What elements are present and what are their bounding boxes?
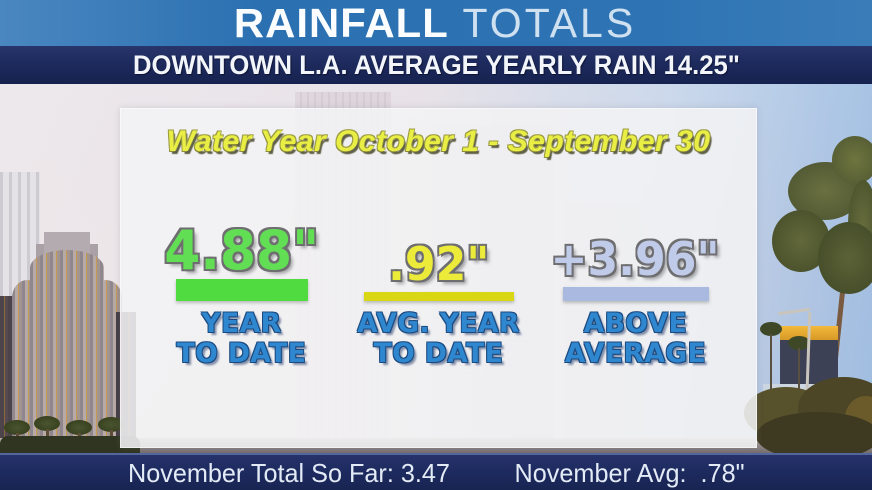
above-average-value: +3.96" — [551, 232, 720, 287]
stat-above-average: +3.96" ABOVE AVERAGE — [537, 225, 734, 369]
subheader-bar: DOWNTOWN L.A. AVERAGE YEARLY RAIN 14.25" — [0, 46, 872, 84]
palm-tree — [4, 420, 30, 449]
hedge — [0, 436, 140, 453]
november-total-text: November Total So Far: 3.47 — [128, 457, 451, 488]
november-avg-text: November Avg: .78" — [514, 457, 745, 488]
stat-avg-year-to-date: .92" AVG. YEAR TO DATE — [340, 225, 537, 369]
above-average-label: ABOVE AVERAGE — [564, 308, 707, 370]
foreground-bush — [756, 412, 872, 453]
info-panel: Water Year October 1 - September 30 4.88… — [120, 108, 757, 448]
tree-foliage — [832, 136, 872, 184]
palm-tree — [66, 420, 92, 449]
avg-year-to-date-label: AVG. YEAR TO DATE — [357, 308, 520, 370]
stat-year-to-date: 4.88" YEAR TO DATE — [143, 219, 340, 370]
page-title-primary: RAINFALL — [233, 0, 449, 46]
palm-tree — [760, 322, 782, 394]
header-bar: RAINFALL TOTALS — [0, 0, 872, 46]
water-year-label: Water Year October 1 - September 30 — [166, 125, 711, 158]
above-average-underline-bar — [562, 287, 709, 301]
year-to-date-underline-bar — [175, 279, 308, 301]
avg-year-to-date-value: .92" — [387, 237, 490, 292]
year-to-date-value: 4.88" — [164, 219, 319, 282]
page-title-secondary: TOTALS — [462, 0, 637, 46]
subheader-text: DOWNTOWN L.A. AVERAGE YEARLY RAIN 14.25" — [132, 49, 740, 80]
city-photo-background: Water Year October 1 - September 30 4.88… — [0, 84, 872, 453]
stats-row: 4.88" YEAR TO DATE .92" AVG. YEAR — [121, 219, 756, 370]
palm-tree — [788, 336, 810, 408]
bonaventure-crown — [44, 232, 90, 254]
avg-year-to-date-underline-bar — [363, 292, 514, 301]
footer-bar: November Total So Far: 3.47 November Avg… — [0, 453, 872, 490]
tree-foliage — [818, 222, 872, 294]
palm-tree — [34, 416, 60, 445]
year-to-date-label: YEAR TO DATE — [176, 308, 307, 370]
